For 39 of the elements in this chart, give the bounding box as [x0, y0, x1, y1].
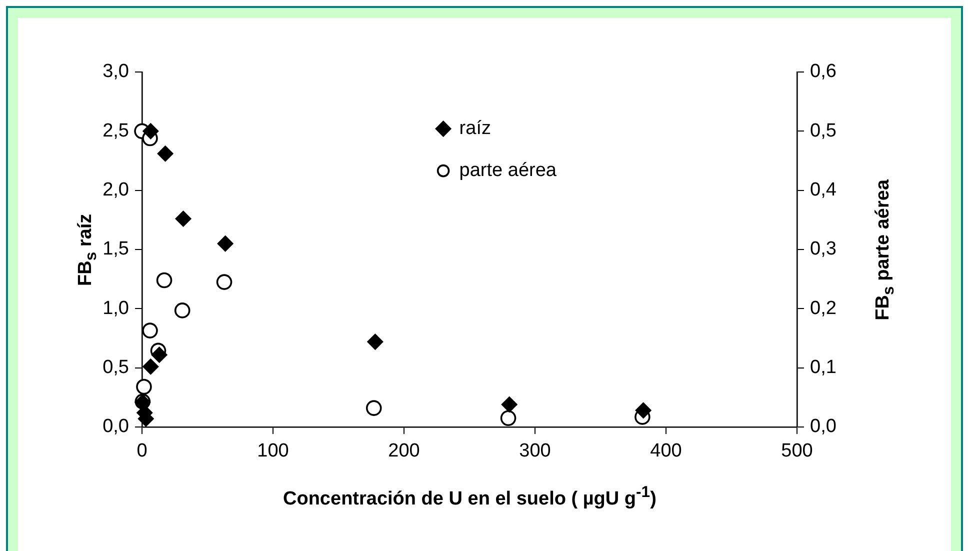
y-tick-label: 2,5: [102, 120, 129, 142]
x-tick-label: 200: [388, 440, 420, 462]
y-tick-label: 3,0: [102, 61, 129, 82]
y2-tick-label: 0,0: [810, 416, 836, 438]
point: [174, 302, 190, 318]
point: [157, 146, 174, 162]
y-tick-label: 1,0: [102, 298, 129, 319]
legend-label: parte aérea: [459, 160, 557, 182]
x-tick-label: 100: [257, 440, 289, 462]
point: [366, 400, 382, 416]
point: [142, 322, 158, 338]
point: [216, 274, 232, 290]
point: [367, 334, 384, 350]
x-axis-title: Concentración de U en el suelo ( µgU g$^{-1}$): [283, 484, 656, 510]
y2-tick-label: 0,3: [810, 238, 836, 260]
y-tick-label: 2,0: [102, 180, 129, 201]
y-tick-label: 1,5: [102, 238, 129, 260]
point: [635, 402, 652, 418]
x-tick-label: 500: [781, 440, 813, 462]
point: [500, 410, 516, 426]
y-tick-label: 0,0: [102, 416, 129, 438]
point: [175, 210, 192, 227]
y2-tick-label: 0,1: [810, 357, 836, 378]
x-tick-label: 0: [136, 440, 148, 462]
y2-tick-label: 0,2: [810, 298, 836, 319]
y2-tick-label: 0,6: [810, 61, 836, 82]
point: [151, 346, 168, 363]
point: [142, 123, 159, 140]
y2-tick-label: 0,4: [810, 180, 837, 201]
point: [136, 378, 152, 395]
x-tick-label: 400: [650, 440, 682, 462]
point: [142, 358, 159, 375]
point: [156, 272, 172, 288]
legend-label: raíz: [459, 118, 491, 140]
point: [501, 396, 518, 412]
y2-tick-label: 0,5: [810, 120, 836, 142]
y-tick-label: 0,5: [102, 357, 129, 378]
point: [217, 236, 234, 252]
x-tick-label: 300: [519, 440, 551, 462]
